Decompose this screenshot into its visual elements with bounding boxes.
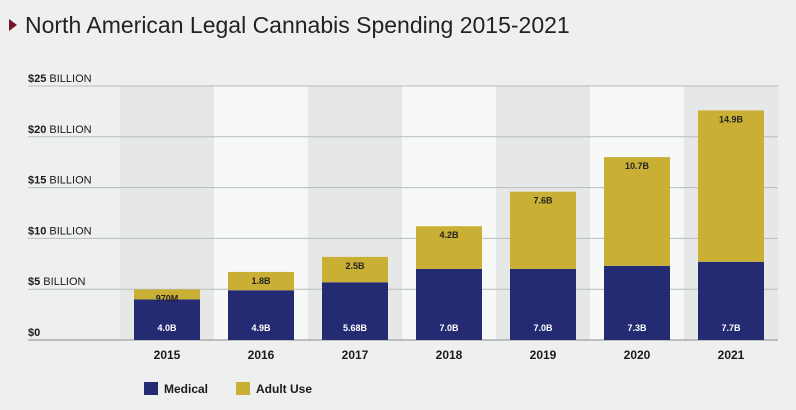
y-tick-label: $15 BILLION	[28, 175, 92, 187]
y-tick-label: $20 BILLION	[28, 124, 92, 136]
legend-label: Adult Use	[256, 382, 312, 396]
title-marker	[9, 19, 17, 31]
bar-adult-use	[510, 191, 576, 269]
y-tick-label: $25 BILLION	[28, 73, 92, 85]
chart-title: North American Legal Cannabis Spending 2…	[25, 12, 570, 38]
data-label: 4.0B	[157, 323, 177, 333]
bar-medical	[228, 290, 294, 340]
bar-medical	[698, 261, 764, 340]
data-label: 7.0B	[533, 323, 553, 333]
data-label: 1.8B	[251, 276, 271, 286]
x-tick-label: 2017	[342, 348, 369, 362]
data-label: 970M	[156, 294, 179, 304]
x-tick-label: 2021	[718, 348, 745, 362]
data-label: 2.5B	[345, 261, 365, 271]
bar-medical	[322, 282, 388, 340]
data-label: 5.68B	[343, 323, 368, 333]
legend-label: Medical	[164, 382, 208, 396]
y-tick-label: $0	[28, 327, 40, 339]
bar-medical	[416, 268, 482, 340]
data-label: 7.6B	[533, 196, 553, 206]
y-tick-label: $5 BILLION	[28, 276, 86, 288]
legend-swatch	[236, 382, 251, 395]
bar-adult-use	[134, 289, 200, 300]
bar-medical	[604, 265, 670, 340]
bar-medical	[134, 299, 200, 340]
bar-adult-use	[322, 256, 388, 283]
legend-swatch	[144, 382, 158, 395]
bar-adult-use	[416, 226, 482, 269]
bar-adult-use	[604, 157, 670, 266]
x-tick-label: 2020	[624, 348, 651, 362]
data-label: 7.0B	[439, 323, 459, 333]
data-label: 4.2B	[439, 230, 459, 240]
data-label: 10.7B	[625, 161, 650, 171]
bar-adult-use	[228, 271, 294, 291]
data-label: 14.9B	[719, 114, 744, 124]
data-label: 7.3B	[627, 323, 647, 333]
x-tick-label: 2018	[436, 348, 463, 362]
y-tick-label: $10 BILLION	[28, 225, 92, 237]
data-label: 4.9B	[251, 323, 271, 333]
x-tick-label: 2015	[154, 348, 181, 362]
bar-medical	[510, 268, 576, 340]
x-tick-label: 2019	[530, 348, 557, 362]
data-label: 7.7B	[721, 323, 741, 333]
bar-adult-use	[698, 110, 764, 262]
plot-area: $0 $5 BILLION $10 BILLION $15 BILLION $20 BI…	[28, 73, 778, 362]
legend: Medical Adult Use	[144, 382, 312, 396]
x-tick-label: 2016	[248, 348, 275, 362]
